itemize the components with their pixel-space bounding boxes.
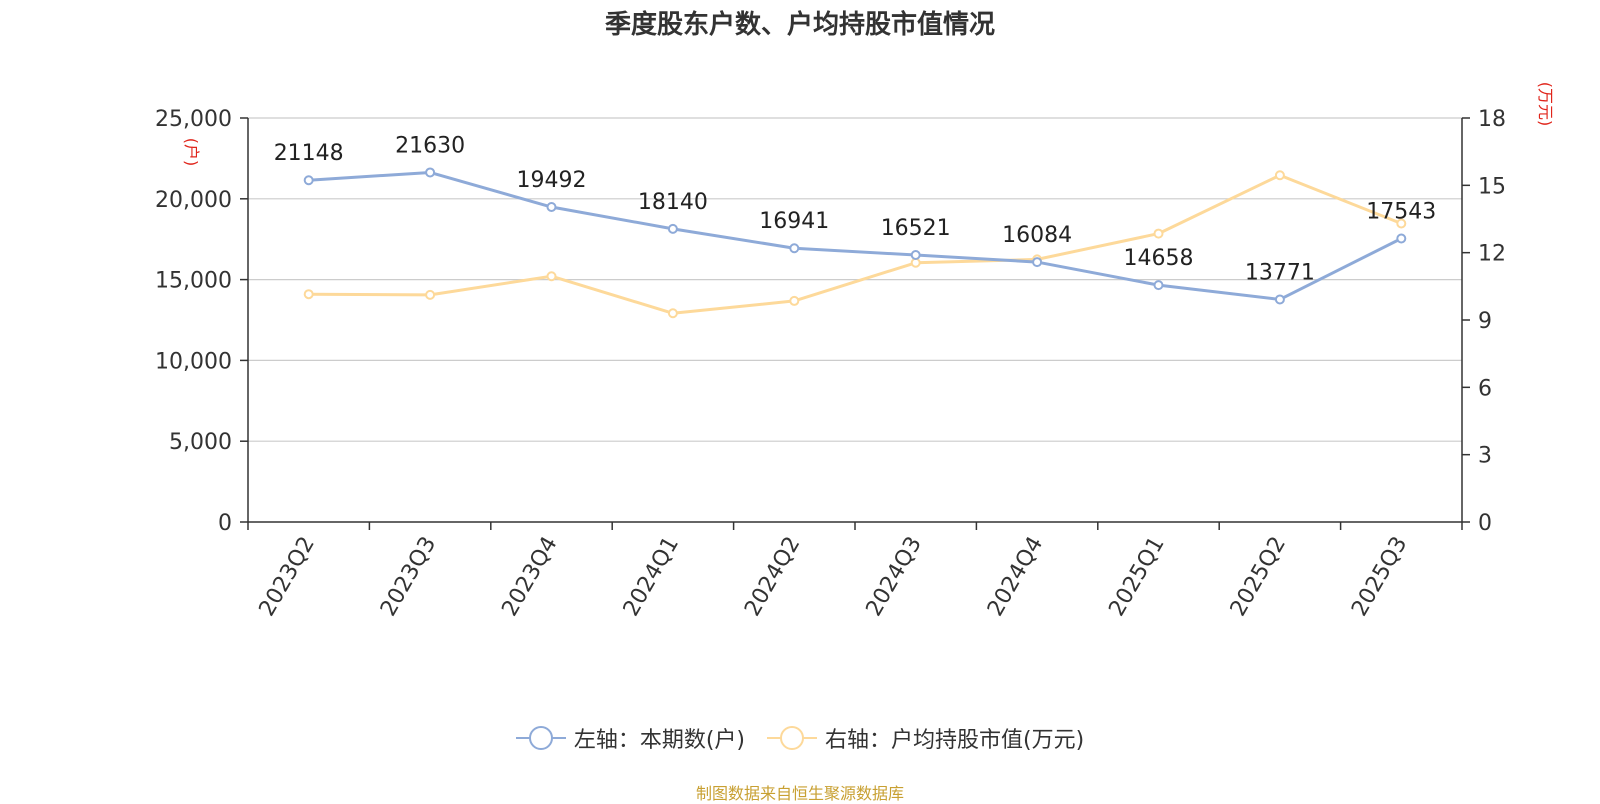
left-axis-tick-label: 0	[218, 511, 232, 536]
data-point-right	[1153, 228, 1164, 239]
data-point-left	[546, 202, 557, 213]
data-label-left: 14658	[1124, 246, 1194, 271]
right-axis-tick-label: 12	[1478, 242, 1506, 267]
data-label-left: 19492	[517, 168, 587, 193]
right-axis-tick-label: 3	[1478, 444, 1492, 469]
data-point-right	[1274, 170, 1285, 181]
data-label-left: 16084	[1002, 223, 1072, 248]
data-point-left	[1396, 233, 1407, 244]
data-label-left: 21630	[395, 133, 465, 158]
data-point-left	[667, 223, 678, 234]
data-point-left	[1153, 280, 1164, 291]
left-axis-unit: (户)	[182, 138, 201, 167]
data-point-right	[546, 271, 557, 282]
legend: 左轴：本期数(户) 右轴：户均持股市值(万元)	[0, 722, 1600, 754]
x-axis-tick-label: 2024Q4	[983, 533, 1048, 621]
source-note: 制图数据来自恒生聚源数据库	[695, 784, 904, 803]
data-point-right	[789, 295, 800, 306]
legend-item-right[interactable]: 右轴：户均持股市值(万元)	[767, 722, 1084, 754]
left-axis-tick-label: 10,000	[155, 349, 232, 374]
data-label-left: 16941	[759, 209, 829, 234]
data-point-right	[667, 308, 678, 319]
legend-label-left: 左轴：本期数(户)	[573, 728, 745, 753]
chart-title: 季度股东户数、户均持股市值情况	[604, 10, 995, 40]
left-axis-tick-label: 15,000	[155, 269, 232, 294]
right-axis-tick-label: 18	[1478, 107, 1506, 132]
right-axis-tick-label: 15	[1478, 174, 1506, 199]
data-point-left	[789, 243, 800, 254]
legend-swatch-right-icon	[767, 726, 817, 750]
x-axis-tick-label: 2025Q3	[1347, 533, 1412, 621]
data-point-right	[425, 289, 436, 300]
data-label-left: 21148	[274, 141, 344, 166]
data-label-left: 13771	[1245, 260, 1315, 285]
data-label-left: 18140	[638, 190, 708, 215]
series-line-right	[308, 173, 1402, 315]
x-axis-tick-label: 2024Q2	[740, 533, 805, 621]
x-axis-tick-label: 2024Q3	[862, 533, 927, 621]
data-point-left	[1274, 294, 1285, 305]
left-axis-tick-label: 20,000	[155, 188, 232, 213]
x-axis-tick-label: 2023Q2	[255, 533, 320, 621]
right-axis-tick-label: 6	[1478, 376, 1492, 401]
legend-swatch-left-icon	[515, 726, 566, 750]
right-axis-unit: (万元)	[1536, 82, 1555, 127]
right-axis-tick-label: 0	[1478, 511, 1492, 536]
x-axis-tick-label: 2025Q2	[1226, 533, 1291, 621]
data-point-right	[1396, 218, 1407, 229]
data-point-left	[1032, 257, 1043, 268]
x-axis-tick-label: 2023Q4	[497, 533, 562, 621]
x-axis-tick-label: 2023Q3	[376, 533, 441, 621]
x-axis-tick-label: 2024Q1	[619, 533, 684, 621]
data-label-left: 16521	[881, 216, 951, 241]
legend-label-right: 右轴：户均持股市值(万元)	[825, 728, 1085, 753]
data-point-left	[910, 250, 921, 261]
series-line-left	[308, 170, 1402, 301]
left-axis-tick-label: 5,000	[169, 430, 232, 455]
left-axis-tick-label: 25,000	[155, 107, 232, 132]
data-point-left	[425, 167, 436, 178]
data-point-right	[303, 289, 314, 300]
data-label-left: 17543	[1366, 200, 1436, 225]
data-point-left	[303, 175, 314, 186]
right-axis-tick-label: 9	[1478, 309, 1492, 334]
legend-item-left[interactable]: 左轴：本期数(户)	[515, 722, 745, 754]
x-axis-tick-label: 2025Q1	[1104, 533, 1169, 621]
